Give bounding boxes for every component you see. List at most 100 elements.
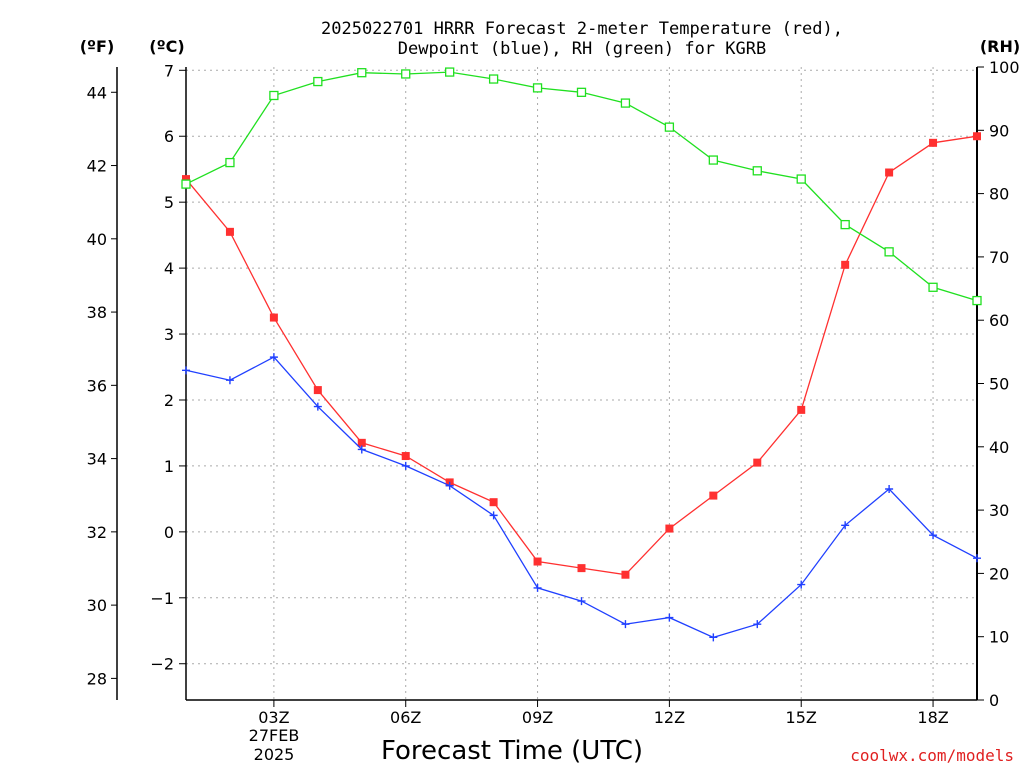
temperature-point <box>225 227 234 236</box>
temperature-point <box>753 458 762 467</box>
dewpoint-point <box>841 521 850 530</box>
rh-point <box>928 282 938 292</box>
dewpoint-point <box>709 633 718 642</box>
temperature-point <box>313 386 322 395</box>
rh-line <box>185 71 978 302</box>
rh-point <box>488 74 499 84</box>
dewpoint-line <box>185 356 978 639</box>
temperature-point <box>621 570 630 579</box>
fahrenheit-tick-label: 40 <box>87 230 107 249</box>
rh-point <box>796 174 806 184</box>
dewpoint-point <box>753 620 762 629</box>
celsius-tick-label: 6 <box>164 127 174 146</box>
credit-link[interactable]: coolwx.com/models <box>850 746 1014 765</box>
dewpoint-point <box>797 580 806 589</box>
temperature-point <box>665 524 674 533</box>
temperature-point <box>533 557 542 566</box>
x-tick-label: 03Z <box>258 708 289 727</box>
temperature-point <box>841 260 850 269</box>
rh-point <box>445 67 455 77</box>
celsius-tick-label: 7 <box>164 61 174 80</box>
rh-point <box>752 166 762 176</box>
celsius-tick-label: −2 <box>150 655 174 674</box>
rh-point <box>357 68 367 78</box>
rh-point <box>664 122 675 132</box>
dewpoint-point <box>577 597 586 606</box>
fahrenheit-tick-label: 34 <box>87 450 107 469</box>
rh-tick-label: 0 <box>989 691 999 710</box>
x-axis-title: Forecast Time (UTC) <box>381 736 643 766</box>
x-tick-label: 06Z <box>390 708 421 727</box>
celsius-tick-label: 4 <box>164 259 174 278</box>
rh-tick-label: 20 <box>989 564 1009 583</box>
rh-tick-label: 40 <box>989 438 1009 457</box>
dewpoint-point <box>885 485 894 493</box>
dewpoint-point <box>489 511 498 520</box>
fahrenheit-tick-label: 28 <box>87 669 107 688</box>
dewpoint-point <box>269 353 278 362</box>
rh-point <box>313 76 323 87</box>
data-series <box>181 67 982 642</box>
rh-point <box>532 83 543 93</box>
celsius-axis-label: (ºC) <box>149 37 184 56</box>
axes <box>111 66 984 707</box>
celsius-tick-label: 3 <box>164 325 174 344</box>
rh-point <box>840 219 850 230</box>
celsius-tick-label: −1 <box>150 589 174 608</box>
rh-tick-label: 60 <box>989 311 1009 330</box>
x-tick-label: 12Z <box>654 708 685 727</box>
celsius-tick-label: 1 <box>164 457 174 476</box>
temperature-point <box>929 138 938 147</box>
dewpoint-point <box>313 402 322 411</box>
fahrenheit-tick-label: 42 <box>87 157 107 176</box>
x-tick-label: 18Z <box>917 708 948 727</box>
rh-point <box>884 247 894 257</box>
rh-point <box>225 157 235 168</box>
rh-point <box>972 295 982 306</box>
temperature-point <box>973 132 981 141</box>
dewpoint-point <box>401 461 410 470</box>
dewpoint-point <box>357 445 366 454</box>
temperature-point <box>797 405 806 414</box>
fahrenheit-tick-label: 36 <box>87 376 107 395</box>
rh-tick-label: 70 <box>989 248 1009 267</box>
rh-point <box>181 179 191 189</box>
temperature-point <box>269 313 278 322</box>
dewpoint-point <box>182 366 190 375</box>
temperature-point <box>709 491 718 500</box>
temperature-point <box>182 175 190 184</box>
celsius-tick-label: 2 <box>164 391 174 410</box>
celsius-tick-label: 0 <box>164 523 174 542</box>
x-tick-label: 09Z <box>522 708 553 727</box>
rh-axis-label: (RH) <box>980 37 1020 56</box>
chart-title-line1: 2025022701 HRRR Forecast 2-meter Tempera… <box>321 19 843 39</box>
dewpoint-point <box>445 481 454 490</box>
chart-title-line2: Dewpoint (blue), RH (green) for KGRB <box>398 39 766 59</box>
temperature-point <box>577 564 586 573</box>
dewpoint-point <box>533 583 542 592</box>
fahrenheit-tick-label: 38 <box>87 303 107 322</box>
rh-tick-label: 10 <box>989 628 1009 647</box>
rh-tick-label: 50 <box>989 375 1009 394</box>
rh-tick-label: 90 <box>989 121 1009 140</box>
rh-point <box>576 87 587 97</box>
rh-tick-label: 100 <box>989 58 1020 77</box>
dewpoint-point <box>621 620 630 629</box>
dewpoint-point <box>929 531 938 540</box>
temperature-point <box>489 498 498 507</box>
x-date-label-line2: 2025 <box>254 745 295 764</box>
rh-point <box>708 155 718 165</box>
x-tick-label: 15Z <box>786 708 817 727</box>
x-date-label-line1: 27FEB <box>249 726 300 745</box>
tick-labels: 03Z 06Z 09Z 12Z 15Z 18Z76543210−1−24442403836… <box>87 58 1020 727</box>
fahrenheit-tick-label: 30 <box>87 596 107 615</box>
fahrenheit-tick-label: 44 <box>87 83 107 102</box>
rh-tick-label: 80 <box>989 185 1009 204</box>
temperature-point <box>357 438 366 447</box>
fahrenheit-axis-label: (ºF) <box>80 37 115 56</box>
rh-point <box>269 90 279 101</box>
temperature-point <box>885 168 894 177</box>
celsius-tick-label: 5 <box>164 193 174 212</box>
rh-tick-label: 30 <box>989 501 1009 520</box>
